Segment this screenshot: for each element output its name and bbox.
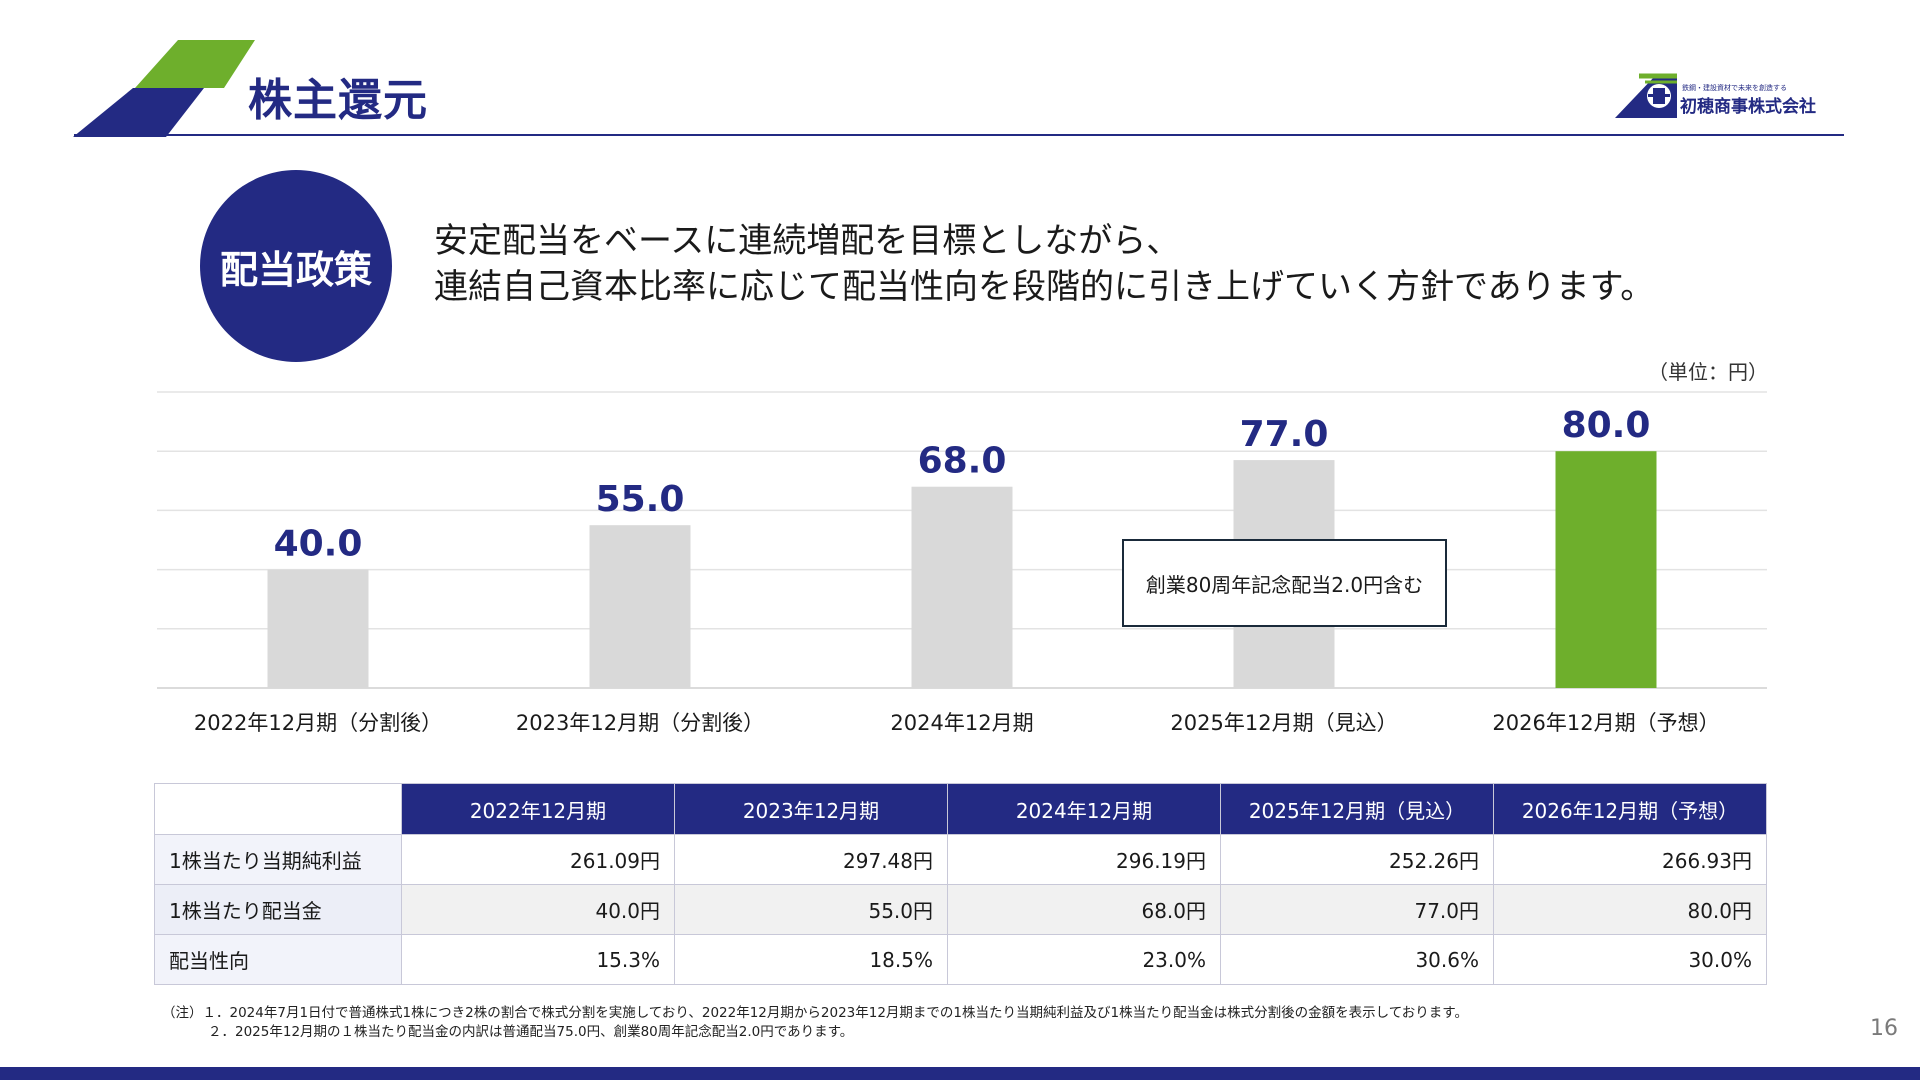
table-cell: 296.19円 <box>947 834 1221 885</box>
table-header: 2024年12月期 <box>947 783 1221 835</box>
table-cell: 23.0% <box>947 934 1221 985</box>
table-cell: 80.0円 <box>1493 884 1767 935</box>
table-row-payout: 配当性向 15.3% 18.5% 23.0% 30.6% 30.0% <box>154 934 1767 985</box>
data-label: 68.0 <box>918 441 1007 482</box>
anniversary-annotation: 創業80周年記念配当2.0円含む <box>1122 539 1447 627</box>
bottom-bar <box>0 1067 1920 1080</box>
chart-unit-label: （単位：円） <box>1648 360 1768 384</box>
table-cell: 77.0円 <box>1220 884 1494 935</box>
footnote-2: ２．2025年12月期の１株当たり配当金の内訳は普通配当75.0円、創業80周年… <box>208 1024 854 1040</box>
row-label: 1株当たり配当金 <box>154 884 402 935</box>
table-cell: 30.6% <box>1220 934 1494 985</box>
bar <box>911 486 1013 688</box>
data-label: 40.0 <box>274 524 363 565</box>
category-label: 2025年12月期（見込） <box>1170 711 1397 735</box>
table-header: 2026年12月期（予想） <box>1493 783 1767 835</box>
policy-line-1: 安定配当をベースに連続増配を目標としながら、 <box>434 221 1181 261</box>
table-cell: 297.48円 <box>674 834 948 885</box>
bar <box>267 569 369 688</box>
table-row-eps: 1株当たり当期純利益 261.09円 297.48円 296.19円 252.2… <box>154 834 1767 885</box>
data-label: 80.0 <box>1562 405 1651 446</box>
page-number: 16 <box>1870 1016 1898 1041</box>
category-label: 2024年12月期 <box>890 711 1033 735</box>
data-label: 77.0 <box>1240 414 1329 455</box>
table-cell: 18.5% <box>674 934 948 985</box>
row-label: 配当性向 <box>154 934 402 985</box>
table-header-row: 2022年12月期 2023年12月期 2024年12月期 2025年12月期（… <box>154 783 1767 835</box>
category-label: 2022年12月期（分割後） <box>194 711 442 735</box>
policy-statement: 安定配当をベースに連続増配を目標としながら、 連結自己資本比率に応じて配当性向を… <box>434 218 1654 310</box>
dividend-table: 2022年12月期 2023年12月期 2024年12月期 2025年12月期（… <box>154 783 1767 985</box>
category-label: 2026年12月期（予想） <box>1492 711 1719 735</box>
policy-line-2: 連結自己資本比率に応じて配当性向を段階的に引き上げていく方針であります。 <box>434 267 1655 307</box>
footnotes: （注）１．2024年7月1日付で普通株式1株につき2株の割合で株式分割を実施して… <box>162 1004 1468 1042</box>
table-header: 2025年12月期（見込） <box>1220 783 1494 835</box>
policy-badge: 配当政策 <box>200 170 392 362</box>
company-name: 初穂商事株式会社 <box>1680 97 1816 117</box>
bar <box>1555 451 1657 688</box>
table-corner <box>154 783 402 835</box>
table-header: 2022年12月期 <box>401 783 675 835</box>
bar <box>589 525 691 688</box>
table-cell: 40.0円 <box>401 884 675 935</box>
logo-tagline: 鉄鋼・建設資材で未来を創造する <box>1682 84 1787 92</box>
dividend-bar-chart: 40.0 2022年12月期（分割後） 55.0 2023年12月期（分割後） 68.0… <box>157 391 1767 735</box>
category-label: 2023年12月期（分割後） <box>516 711 764 735</box>
table-header: 2023年12月期 <box>674 783 948 835</box>
logo-mark-icon <box>1615 73 1677 118</box>
row-label: 1株当たり当期純利益 <box>154 834 402 885</box>
table-cell: 15.3% <box>401 934 675 985</box>
table-cell: 261.09円 <box>401 834 675 885</box>
table-row-dps: 1株当たり配当金 40.0円 55.0円 68.0円 77.0円 80.0円 <box>154 884 1767 935</box>
footnote-1: （注）１．2024年7月1日付で普通株式1株につき2株の割合で株式分割を実施して… <box>162 1005 1468 1021</box>
company-logo: 鉄鋼・建設資材で未来を創造する 初穂商事株式会社 <box>1615 68 1845 120</box>
header-rule <box>74 134 1844 136</box>
header-decoration <box>73 40 255 137</box>
table-cell: 252.26円 <box>1220 834 1494 885</box>
table-cell: 55.0円 <box>674 884 948 935</box>
table-cell: 68.0円 <box>947 884 1221 935</box>
data-label: 55.0 <box>596 479 685 520</box>
table-cell: 30.0% <box>1493 934 1767 985</box>
page-title: 株主還元 <box>248 75 428 126</box>
table-cell: 266.93円 <box>1493 834 1767 885</box>
